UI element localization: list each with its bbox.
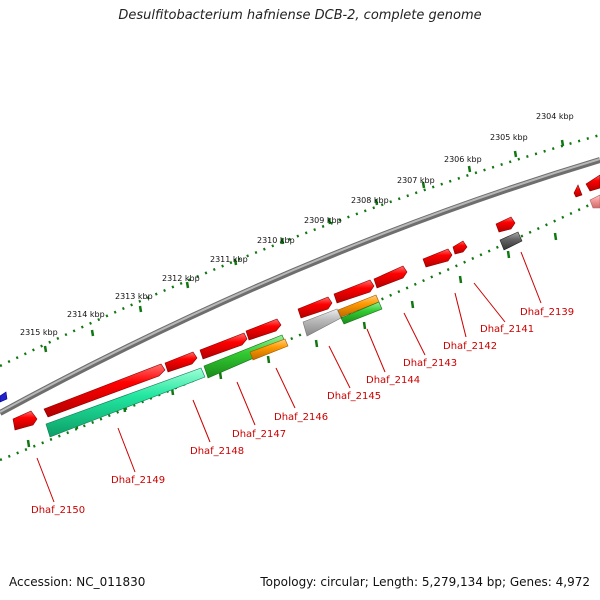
callout-lines <box>36 251 542 503</box>
gene-label: Dhaf_2146 <box>274 412 328 423</box>
gene-arrow <box>0 391 8 403</box>
gene-label: Dhaf_2150 <box>31 505 85 516</box>
scale-label: 2314 kbp <box>67 310 105 319</box>
scale-label: 2311 kbp <box>210 255 248 264</box>
gene-arrow <box>45 367 206 438</box>
gene-arrow <box>495 216 516 233</box>
gene-arrow <box>452 240 468 255</box>
gene-arrow <box>499 231 523 251</box>
scale-label: 2308 kbp <box>351 196 389 205</box>
gene-arrow <box>297 296 333 319</box>
scale-label: 2312 kbp <box>162 274 200 283</box>
gene-arrow <box>340 301 383 325</box>
gene-label: Dhaf_2148 <box>190 446 244 457</box>
gene-label: Dhaf_2145 <box>327 391 381 402</box>
gene-arrow <box>249 338 289 361</box>
scale-label: 2310 kbp <box>257 236 295 245</box>
gene-arrow <box>199 332 248 360</box>
gene-arrow <box>373 265 408 289</box>
scale-label: 2307 kbp <box>397 176 435 185</box>
gene-arrow <box>245 318 282 341</box>
scale-label: 2313 kbp <box>115 292 153 301</box>
gene-arrow <box>589 194 600 209</box>
scale-labels: 2304 kbp 2305 kbp 2306 kbp 2307 kbp 2308… <box>20 112 574 337</box>
gene-arrow <box>333 279 375 304</box>
scale-label: 2305 kbp <box>490 133 528 142</box>
gene-label: Dhaf_2141 <box>480 324 534 335</box>
scale-label: 2306 kbp <box>444 155 482 164</box>
gene-arrow <box>43 363 166 418</box>
genome-backbone <box>0 157 600 416</box>
accession-text: Accession: NC_011830 <box>9 575 146 589</box>
gene-arrow <box>585 174 600 192</box>
map-title: Desulfitobacterium hafniense DCB-2, comp… <box>118 8 482 23</box>
gene-arrow <box>12 410 38 431</box>
gene-label: Dhaf_2142 <box>443 341 497 352</box>
outer-major-ticks <box>43 139 565 353</box>
forward-strand-genes <box>0 174 600 431</box>
gene-label: Dhaf_2149 <box>111 475 165 486</box>
gene-arrow <box>164 351 198 373</box>
inner-scale-ring <box>0 198 600 462</box>
gene-label: Dhaf_2144 <box>366 375 420 386</box>
scale-label: 2315 kbp <box>20 328 58 337</box>
inner-lane-genes <box>45 231 523 438</box>
locus-labels: Dhaf_2139 Dhaf_2141 Dhaf_2142 Dhaf_2143 … <box>31 307 574 516</box>
topology-text: Topology: circular; Length: 5,279,134 bp… <box>260 575 590 589</box>
gene-label: Dhaf_2143 <box>403 358 457 369</box>
gene-label: Dhaf_2147 <box>232 429 286 440</box>
scale-label: 2309 kbp <box>304 216 342 225</box>
scale-label: 2304 kbp <box>536 112 574 121</box>
gene-label: Dhaf_2139 <box>520 307 574 318</box>
gene-arrow <box>573 184 583 198</box>
gene-arrow <box>422 248 453 268</box>
